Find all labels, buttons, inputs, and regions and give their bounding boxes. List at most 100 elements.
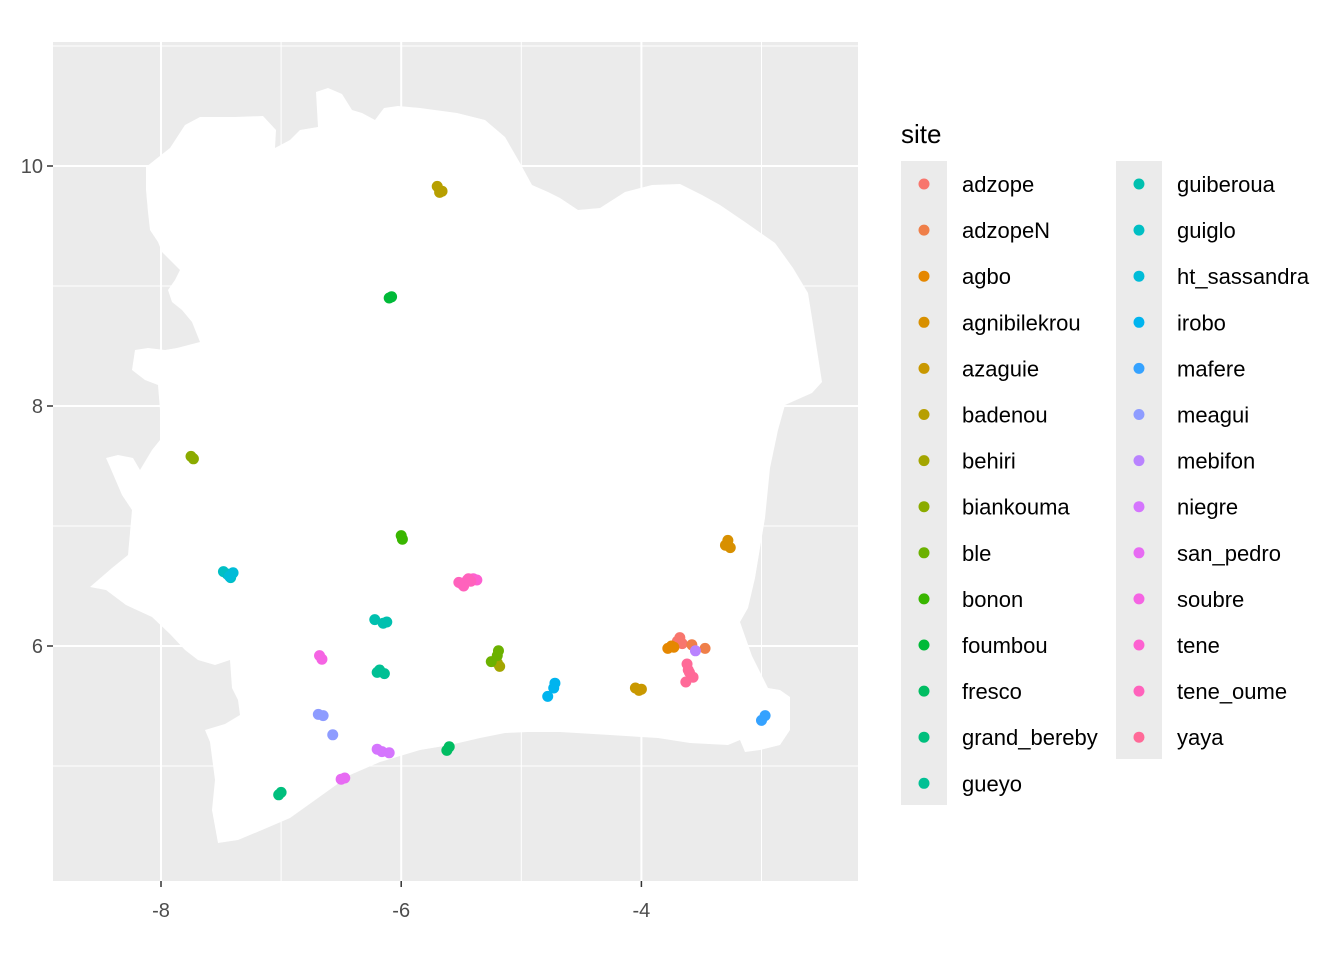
legend-item-agnibilekrou: agnibilekrou: [918, 310, 1081, 335]
legend-key: [918, 777, 930, 789]
point-gueyo: [371, 666, 383, 678]
site-points: [185, 180, 771, 801]
series-ble: [485, 645, 504, 668]
legend-item-behiri: behiri: [918, 449, 1016, 474]
x-tick-label: -6: [392, 900, 410, 922]
series-tene_oume: [453, 573, 477, 592]
legend-item-azaguie: azaguie: [918, 356, 1039, 381]
legend-key-background-col1: [901, 161, 947, 805]
legend-item-bonon: bonon: [918, 587, 1023, 612]
series-biankouma: [185, 450, 199, 465]
point-mafere: [759, 710, 771, 722]
legend-item-tene_oume: tene_oume: [1133, 679, 1287, 704]
point-fresco: [441, 744, 453, 756]
point-adzope: [676, 638, 688, 650]
series-gueyo: [371, 664, 390, 680]
legend-label: biankouma: [962, 495, 1070, 520]
legend-label: ble: [962, 541, 991, 566]
legend-label: soubre: [1177, 587, 1244, 612]
series-yaya: [680, 658, 699, 688]
legend-item-yaya: yaya: [1133, 725, 1224, 750]
series-agnibilekrou: [719, 534, 736, 554]
legend-label: adzopeN: [962, 218, 1050, 243]
cote-divoire-land: [90, 88, 822, 843]
legend-key: [1133, 316, 1145, 328]
legend-label: gueyo: [962, 771, 1022, 796]
legend-label: agbo: [962, 264, 1011, 289]
point-agnibilekrou: [722, 534, 734, 546]
point-niegre: [371, 743, 383, 755]
legend-key: [918, 593, 930, 605]
x-tick-label: -4: [633, 900, 651, 922]
point-mebifon: [689, 645, 701, 657]
x-tick-label: -8: [152, 900, 170, 922]
legend-key: [918, 316, 930, 328]
legend-item-adzopeN: adzopeN: [918, 218, 1050, 243]
legend-key: [918, 455, 930, 467]
point-yaya: [682, 664, 694, 676]
legend-item-meagui: meagui: [1133, 403, 1249, 428]
legend-item-ble: ble: [918, 541, 991, 566]
legend-label: tene: [1177, 633, 1220, 658]
series-grand_bereby: [273, 786, 287, 801]
legend-item-tene: tene: [1133, 633, 1220, 658]
x-axis: -8 -6 -4: [152, 881, 650, 922]
series-ht_sassandra: [223, 567, 239, 582]
legend-label: agnibilekrou: [962, 310, 1081, 335]
series-niegre: [371, 743, 395, 759]
legend-key: [1133, 685, 1145, 697]
y-tick-label: 8: [32, 396, 43, 418]
legend-item-soubre: soubre: [1133, 587, 1244, 612]
legend-key: [918, 547, 930, 559]
legend-item-agbo: agbo: [918, 264, 1011, 289]
legend-title: site: [901, 119, 941, 149]
point-meagui: [327, 729, 339, 741]
legend-key: [1133, 639, 1145, 651]
series-mebifon: [689, 645, 701, 657]
series-agbo: [662, 640, 680, 654]
legend-item-ht_sassandra: ht_sassandra: [1133, 264, 1310, 289]
series-azaguie: [629, 682, 647, 696]
legend-item-grand_bereby: grand_bereby: [918, 725, 1098, 750]
point-meagui: [312, 708, 324, 720]
legend-item-guiglo: guiglo: [1133, 218, 1236, 243]
series-mafere: [756, 710, 771, 726]
series-adzopeN: [686, 639, 711, 654]
point-azaguie: [635, 683, 647, 695]
point-ht_sassandra: [227, 567, 239, 579]
series-meagui: [312, 708, 339, 741]
legend-key: [1133, 547, 1145, 559]
series-fresco: [441, 741, 455, 756]
legend-key: [1133, 731, 1145, 743]
legend-item-badenou: badenou: [918, 403, 1048, 428]
legend-label: mebifon: [1177, 449, 1255, 474]
series-bonon: [395, 530, 408, 545]
point-guiberoua: [369, 614, 381, 626]
legend-item-niegre: niegre: [1133, 495, 1238, 520]
legend-item-mafere: mafere: [1133, 356, 1245, 381]
legend-label: behiri: [962, 449, 1016, 474]
legend-item-biankouma: biankouma: [918, 495, 1070, 520]
series-badenou: [431, 180, 448, 198]
legend-label: guiglo: [1177, 218, 1236, 243]
point-grand_bereby: [273, 789, 285, 801]
legend-label: adzope: [962, 172, 1034, 197]
legend-item-irobo: irobo: [1133, 310, 1226, 335]
legend-item-fresco: fresco: [918, 679, 1022, 704]
legend-key: [918, 731, 930, 743]
legend-item-gueyo: gueyo: [918, 771, 1022, 796]
legend-label: san_pedro: [1177, 541, 1281, 566]
legend-item-mebifon: mebifon: [1133, 449, 1255, 474]
legend-label: azaguie: [962, 356, 1039, 381]
point-bonon: [396, 533, 408, 545]
legend-key: [1133, 455, 1145, 467]
legend-label: irobo: [1177, 310, 1226, 335]
legend-key: [1133, 501, 1145, 513]
series-irobo: [542, 677, 561, 702]
legend-key: [1133, 362, 1145, 374]
point-ble: [492, 645, 504, 657]
point-agbo: [665, 640, 677, 652]
legend-key: [1133, 224, 1145, 236]
legend-label: yaya: [1177, 725, 1224, 750]
